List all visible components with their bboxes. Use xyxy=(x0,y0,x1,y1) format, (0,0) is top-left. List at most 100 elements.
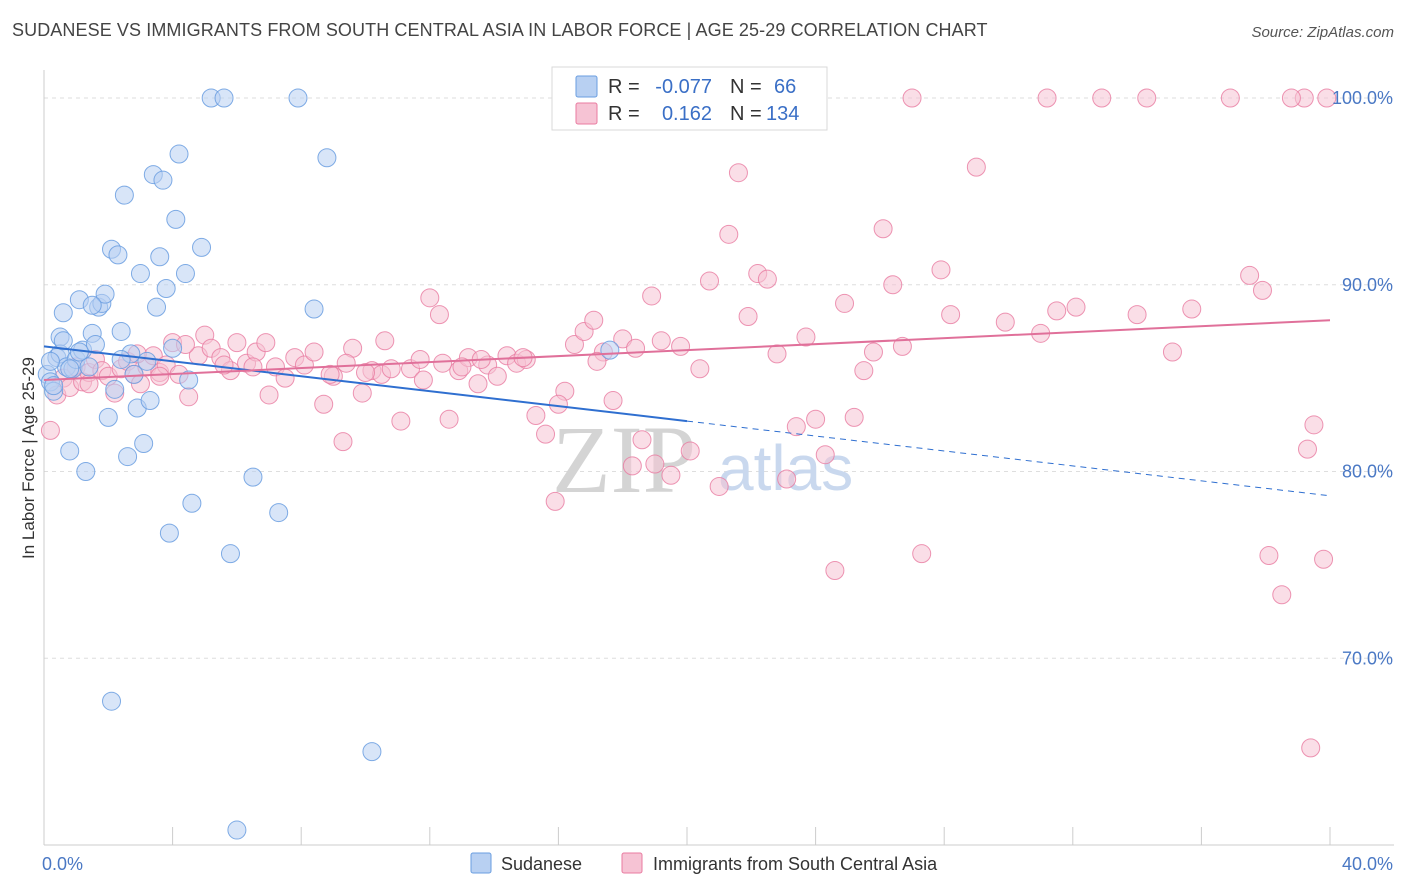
trend-line-immigrants xyxy=(43,319,1331,381)
data-point-immigrants xyxy=(214,355,234,375)
data-point-immigrants xyxy=(429,305,449,325)
data-point-sudanese xyxy=(182,493,202,513)
data-point-immigrants xyxy=(375,331,395,351)
y-tick-label: 90.0% xyxy=(1342,275,1393,295)
data-point-sudanese xyxy=(53,303,73,323)
data-point-immigrants xyxy=(468,374,488,394)
data-point-immigrants xyxy=(603,391,623,411)
data-point-immigrants xyxy=(1314,549,1334,569)
data-point-sudanese xyxy=(304,299,324,319)
data-point-sudanese xyxy=(79,357,99,377)
data-point-sudanese xyxy=(108,245,128,265)
data-point-immigrants xyxy=(709,476,729,496)
trend-line-sudanese-extension xyxy=(686,420,1331,497)
data-point-immigrants xyxy=(883,275,903,295)
data-point-immigrants xyxy=(613,329,633,349)
data-point-immigrants xyxy=(941,305,961,325)
legend-swatch-immigrants xyxy=(575,102,598,125)
data-point-immigrants xyxy=(995,312,1015,332)
data-point-immigrants xyxy=(854,361,874,381)
data-point-immigrants xyxy=(333,432,353,452)
legend-top-box xyxy=(551,66,828,131)
series-sudanese-points xyxy=(37,88,620,840)
chart-title: SUDANESE VS IMMIGRANTS FROM SOUTH CENTRA… xyxy=(12,20,988,40)
data-point-sudanese xyxy=(137,351,157,371)
data-point-immigrants xyxy=(1092,88,1112,108)
data-point-immigrants xyxy=(786,417,806,437)
data-point-immigrants xyxy=(1066,297,1086,317)
legend-n-label-sudanese: N = xyxy=(730,76,762,98)
y-tick-label: 80.0% xyxy=(1342,462,1393,482)
data-point-sudanese xyxy=(76,462,96,482)
data-point-immigrants xyxy=(227,333,247,353)
data-point-sudanese xyxy=(153,170,173,190)
data-point-immigrants xyxy=(632,430,652,450)
data-point-sudanese xyxy=(269,503,289,523)
data-point-immigrants xyxy=(757,269,777,289)
data-point-immigrants xyxy=(651,331,671,351)
data-point-sudanese xyxy=(147,297,167,317)
data-point-immigrants xyxy=(966,157,986,177)
data-point-immigrants xyxy=(294,355,314,375)
data-point-immigrants xyxy=(892,336,912,356)
source-label: Source: ZipAtlas.com xyxy=(1251,24,1394,41)
data-point-immigrants xyxy=(452,357,472,377)
data-point-immigrants xyxy=(1127,305,1147,325)
data-point-immigrants xyxy=(439,409,459,429)
data-point-immigrants xyxy=(1047,301,1067,321)
data-point-sudanese xyxy=(134,433,154,453)
data-point-immigrants xyxy=(796,327,816,347)
data-point-immigrants xyxy=(931,260,951,280)
data-point-sudanese xyxy=(159,523,179,543)
data-point-sudanese xyxy=(130,264,150,284)
data-point-immigrants xyxy=(767,344,787,364)
axes xyxy=(43,70,1394,846)
legend-r-label-sudanese: R = xyxy=(608,76,640,98)
data-point-immigrants xyxy=(1182,299,1202,319)
watermark: ZIP atlas xyxy=(552,406,853,513)
data-point-immigrants xyxy=(815,445,835,465)
data-point-immigrants xyxy=(738,307,758,327)
data-point-immigrants xyxy=(564,335,584,355)
watermark-zip: ZIP xyxy=(552,406,696,513)
y-tick-label: 100.0% xyxy=(1332,88,1393,108)
data-point-immigrants xyxy=(645,454,665,474)
legend-n-value-sudanese: 66 xyxy=(774,76,796,98)
data-point-sudanese xyxy=(140,391,160,411)
data-point-immigrants xyxy=(352,383,372,403)
legend-bottom: Sudanese Immigrants from South Central A… xyxy=(470,852,938,874)
data-point-sudanese xyxy=(214,88,234,108)
data-point-immigrants xyxy=(1304,415,1324,435)
data-point-immigrants xyxy=(728,163,748,183)
data-point-sudanese xyxy=(82,295,102,315)
data-point-immigrants xyxy=(806,409,826,429)
data-point-immigrants xyxy=(587,351,607,371)
watermark-atlas: atlas xyxy=(718,432,853,504)
data-point-immigrants xyxy=(777,469,797,489)
x-tick-label: 40.0% xyxy=(1342,854,1393,874)
data-point-immigrants xyxy=(381,359,401,379)
data-point-immigrants xyxy=(626,338,646,358)
data-point-sudanese xyxy=(362,742,382,762)
data-point-sudanese xyxy=(85,335,105,355)
grid-lines xyxy=(44,97,1394,659)
data-point-immigrants xyxy=(661,465,681,485)
legend-bottom-swatch-sudanese xyxy=(470,852,492,874)
data-point-immigrants xyxy=(243,357,263,377)
data-point-immigrants xyxy=(873,219,893,239)
data-point-immigrants xyxy=(420,288,440,308)
data-point-sudanese xyxy=(60,359,80,379)
data-point-immigrants xyxy=(259,385,279,405)
data-point-immigrants xyxy=(825,560,845,580)
data-point-immigrants xyxy=(912,544,932,564)
data-point-immigrants xyxy=(642,286,662,306)
data-point-immigrants xyxy=(1137,88,1157,108)
data-point-sudanese xyxy=(40,351,60,371)
data-point-sudanese xyxy=(288,88,308,108)
data-point-immigrants xyxy=(680,441,700,461)
data-point-immigrants xyxy=(1272,585,1292,605)
data-point-immigrants xyxy=(584,310,604,330)
data-point-sudanese xyxy=(95,284,115,304)
data-point-immigrants xyxy=(863,342,883,362)
y-tick-label: 70.0% xyxy=(1342,648,1393,668)
